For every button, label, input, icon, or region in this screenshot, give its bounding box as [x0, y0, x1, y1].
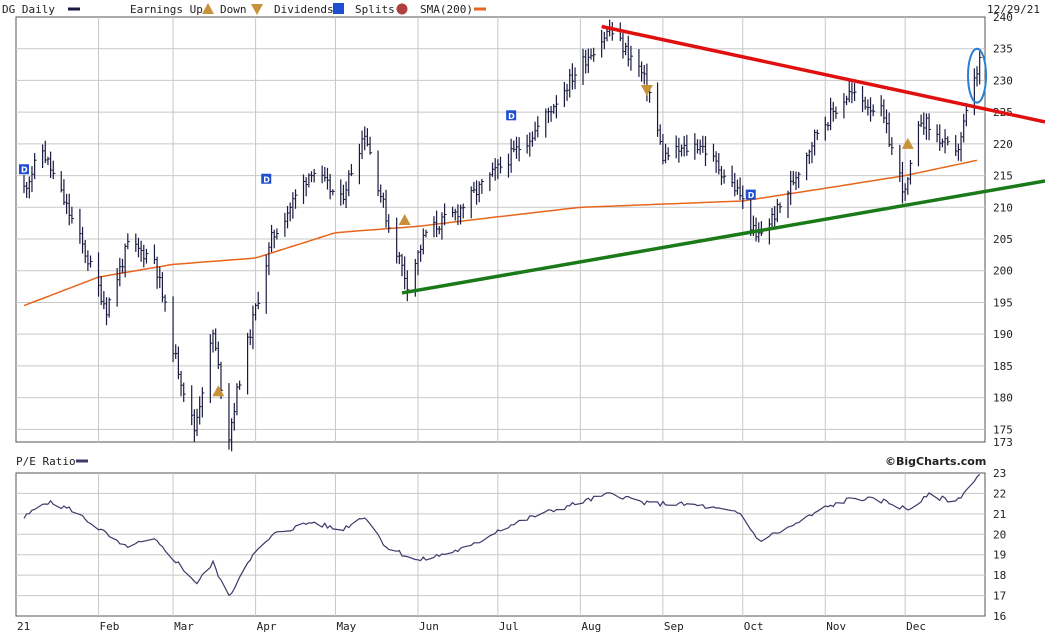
- price-grid: [16, 17, 985, 442]
- dividend-marker: [261, 173, 272, 184]
- x-tick-label: Dec: [906, 620, 926, 633]
- dividends-label: Dividends: [274, 3, 334, 16]
- x-tick-label: Oct: [744, 620, 764, 633]
- pe-y-tick-label: 18: [993, 569, 1006, 582]
- pe-y-tick-label: 20: [993, 528, 1006, 541]
- pe-y-axis: 23 22 21 20 19 18 17 16: [993, 467, 1006, 623]
- dividend-marker: [745, 189, 756, 200]
- pe-layer: [23, 473, 981, 597]
- price-y-tick-label: 215: [993, 170, 1013, 183]
- chart-date: 12/29/21: [987, 3, 1040, 16]
- earnings-down-marker: [640, 84, 653, 96]
- split-icon: [396, 3, 408, 15]
- pe-ratio-line: [23, 473, 981, 597]
- x-tick-label: 21: [17, 620, 30, 633]
- earnings-up-marker: [398, 213, 411, 225]
- x-tick-label: Sep: [664, 620, 684, 633]
- price-panel-frame: [15, 16, 986, 443]
- price-y-axis: 2402352302252202152102052001951901851801…: [993, 11, 1013, 449]
- pe-y-tick-label: 23: [993, 467, 1006, 480]
- sma200-line: [23, 159, 978, 307]
- highlight-ellipse: [967, 47, 988, 104]
- x-tick-label: May: [336, 620, 356, 633]
- earnings-down-label: Down: [220, 3, 247, 16]
- price-y-tick-label: 240: [993, 11, 1013, 24]
- price-y-tick-label: 230: [993, 74, 1013, 87]
- pe-y-tick-label: 19: [993, 549, 1006, 562]
- x-tick-label: Apr: [257, 620, 277, 633]
- pe-y-tick-label: 16: [993, 610, 1006, 623]
- pe-y-tick-label: 21: [993, 508, 1006, 521]
- support-trendline: [401, 179, 1045, 295]
- sma-label: SMA(200): [420, 3, 473, 16]
- earnings-down-icon: [251, 4, 263, 15]
- price-y-tick-label: 175: [993, 423, 1013, 436]
- dividend-marker-letter: D: [748, 191, 755, 200]
- dividend-marker-letter: D: [263, 175, 270, 184]
- dividend-marker-letter: D: [508, 112, 515, 121]
- dividend-marker: [18, 164, 29, 175]
- earnings-up-icon: [202, 3, 214, 14]
- earnings-up-marker: [901, 137, 914, 149]
- price-y-tick-label: 210: [993, 201, 1013, 214]
- pe-grid: [16, 473, 985, 616]
- price-y-tick-label: 200: [993, 265, 1013, 278]
- symbol-label: DG Daily: [2, 3, 55, 16]
- price-bars: [23, 19, 982, 452]
- resistance-trendline: [601, 24, 1045, 124]
- earnings-up-label: Earnings Up: [130, 3, 203, 16]
- dividend-marker-letter: D: [21, 166, 28, 175]
- pe-panel-frame: [15, 472, 986, 617]
- splits-label: Splits: [355, 3, 395, 16]
- x-tick-label: Mar: [174, 620, 194, 633]
- x-tick-label: Aug: [581, 620, 601, 633]
- earnings-up-marker: [212, 385, 225, 397]
- event-markers: D D D D: [18, 84, 914, 397]
- pe-y-tick-label: 22: [993, 487, 1006, 500]
- chart-header: DG Daily Earnings Up Down Dividends Spli…: [2, 3, 1040, 16]
- x-tick-label: Feb: [100, 620, 120, 633]
- sma-layer: [23, 159, 978, 307]
- price-y-tick-label: 195: [993, 296, 1013, 309]
- pe-panel: P/E Ratio ©BigCharts.com 23 22 21 20 19 18 17 1…: [15, 455, 1006, 623]
- x-tick-label: Jun: [419, 620, 439, 633]
- pe-title: P/E Ratio: [16, 455, 76, 468]
- price-y-tick-label: 220: [993, 138, 1013, 151]
- price-y-tick-label: 185: [993, 360, 1013, 373]
- x-tick-label: Nov: [826, 620, 846, 633]
- price-y-tick-label: 180: [993, 392, 1013, 405]
- price-y-tick-label: 205: [993, 233, 1013, 246]
- dividend-marker: [506, 110, 517, 121]
- dividend-icon: [333, 3, 344, 14]
- x-tick-label: Jul: [499, 620, 519, 633]
- price-y-tick-label: 235: [993, 43, 1013, 56]
- trendlines: [401, 24, 1045, 295]
- bigcharts-brand: ©BigCharts.com: [885, 455, 986, 468]
- price-panel: 2402352302252202152102052001951901851801…: [15, 11, 1045, 452]
- price-y-tick-label: 190: [993, 328, 1013, 341]
- x-axis: 21 Feb Mar Apr May Jun Jul Aug Sep Oct Nov Dec: [17, 620, 926, 633]
- pe-y-tick-label: 17: [993, 590, 1006, 603]
- price-y-tick-label: 173: [993, 436, 1013, 449]
